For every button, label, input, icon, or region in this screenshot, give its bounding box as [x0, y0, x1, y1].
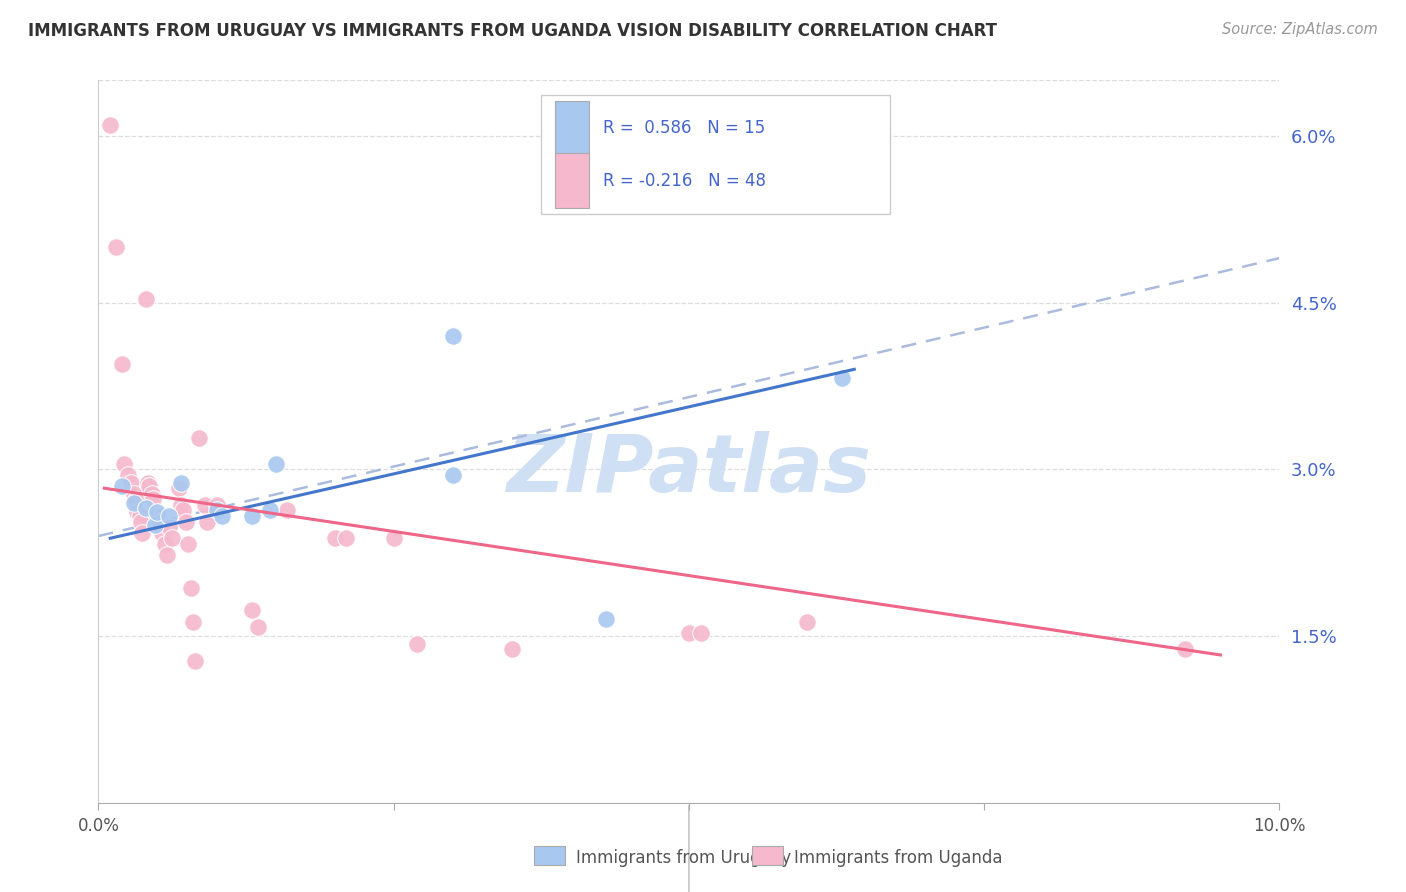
Point	[167, 481, 190, 495]
Point	[105, 240, 128, 254]
Point	[501, 642, 523, 657]
Point	[796, 615, 818, 629]
Point	[382, 531, 405, 545]
Point	[122, 487, 145, 501]
Point	[211, 508, 233, 523]
Point	[259, 503, 281, 517]
Point	[149, 515, 172, 529]
Point	[184, 653, 207, 667]
Point	[264, 457, 287, 471]
Point	[146, 508, 169, 523]
Point	[205, 498, 228, 512]
FancyBboxPatch shape	[541, 95, 890, 214]
Point	[441, 467, 464, 482]
Point	[112, 457, 135, 471]
Point	[157, 520, 180, 534]
Point	[153, 537, 176, 551]
Point	[180, 581, 202, 595]
Text: IMMIGRANTS FROM URUGUAY VS IMMIGRANTS FROM UGANDA VISION DISABILITY CORRELATION : IMMIGRANTS FROM URUGUAY VS IMMIGRANTS FR…	[28, 22, 997, 40]
Point	[240, 508, 263, 523]
Point	[406, 637, 429, 651]
Point	[127, 505, 149, 519]
Point	[135, 292, 157, 306]
Point	[335, 531, 357, 545]
Point	[181, 615, 204, 629]
Point	[135, 501, 157, 516]
Point	[187, 431, 209, 445]
Point	[595, 612, 617, 626]
Text: R =  0.586   N = 15: R = 0.586 N = 15	[603, 120, 765, 137]
Point	[146, 505, 169, 519]
Point	[276, 503, 298, 517]
Point	[141, 487, 163, 501]
Point	[136, 475, 159, 490]
Point	[121, 475, 143, 490]
Point	[128, 508, 150, 523]
Point	[172, 503, 194, 517]
Point	[125, 493, 148, 508]
Text: Immigrants from Uganda: Immigrants from Uganda	[794, 849, 1002, 867]
Point	[129, 515, 152, 529]
Text: ZIPatlas: ZIPatlas	[506, 432, 872, 509]
Point	[246, 620, 269, 634]
Bar	[555, 153, 589, 208]
Point	[205, 503, 228, 517]
Point	[111, 479, 134, 493]
Point	[323, 531, 346, 545]
Text: R = -0.216   N = 48: R = -0.216 N = 48	[603, 171, 766, 190]
Text: Immigrants from Uruguay: Immigrants from Uruguay	[576, 849, 792, 867]
Point	[142, 492, 165, 507]
Point	[160, 531, 183, 545]
Point	[131, 525, 153, 540]
Bar	[555, 101, 589, 155]
Point	[174, 515, 197, 529]
Point	[122, 496, 145, 510]
Point	[441, 329, 464, 343]
Point	[138, 479, 160, 493]
Point	[157, 508, 180, 523]
Text: Source: ZipAtlas.com: Source: ZipAtlas.com	[1222, 22, 1378, 37]
Point	[98, 118, 121, 132]
Point	[111, 357, 134, 371]
Point	[156, 548, 179, 562]
Point	[117, 467, 139, 482]
Point	[689, 625, 711, 640]
Point	[678, 625, 700, 640]
Point	[194, 498, 217, 512]
Point	[240, 603, 263, 617]
Point	[177, 537, 200, 551]
Point	[831, 371, 853, 385]
Point	[150, 525, 173, 540]
Point	[1174, 642, 1197, 657]
Point	[143, 517, 166, 532]
Point	[195, 515, 218, 529]
Point	[170, 498, 193, 512]
Point	[170, 475, 193, 490]
